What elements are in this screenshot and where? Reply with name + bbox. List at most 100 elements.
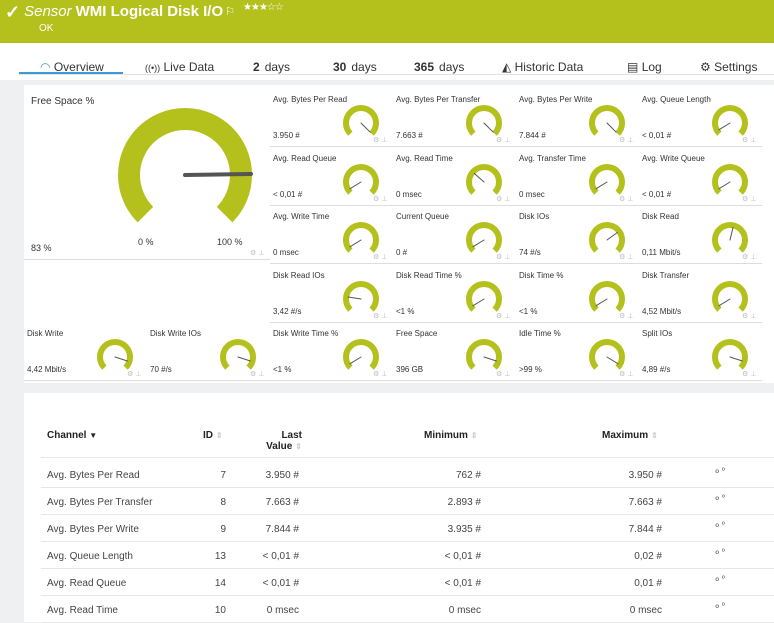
tab-365-days[interactable]: 365 days bbox=[414, 60, 465, 74]
gauge-split-ios[interactable]: Split IOs 4,89 #/s ⚙ ⊥ bbox=[639, 323, 762, 381]
gear-pin-icon[interactable]: ⚙ ⊥ bbox=[496, 254, 511, 261]
gauge-arc bbox=[343, 222, 379, 253]
gauge-current-queue[interactable]: Current Queue 0 # ⚙ ⊥ bbox=[393, 206, 516, 264]
gear-pin-icon[interactable]: ⚙ ⊥ bbox=[742, 195, 757, 203]
gauge-disk-ios[interactable]: Disk IOs 74 #/s ⚙ ⊥ bbox=[516, 206, 639, 264]
gauge-arc bbox=[343, 105, 379, 136]
cell-channel[interactable]: Avg. Read Time bbox=[47, 605, 118, 616]
cell-last-value: 7.844 # bbox=[265, 524, 299, 535]
gauge-avg-read-queue[interactable]: Avg. Read Queue < 0,01 # ⚙ ⊥ bbox=[270, 148, 393, 206]
gauge-avg-queue-length[interactable]: Avg. Queue Length < 0,01 # ⚙ ⊥ bbox=[639, 89, 762, 147]
table-row[interactable]: Avg. Queue Length 13 < 0,01 # < 0,01 # 0… bbox=[41, 542, 774, 569]
gauge-disk-write[interactable]: Disk Write 4,42 Mbit/s ⚙ ⊥ bbox=[24, 323, 147, 381]
cell-channel[interactable]: Avg. Queue Length bbox=[47, 551, 133, 562]
cell-id: 10 bbox=[214, 605, 226, 616]
gear-pin-icon[interactable]: ⚙ ⊥ bbox=[496, 371, 511, 378]
gear-pin-icon[interactable]: ⚙ ⊥ bbox=[619, 137, 634, 144]
gauge-dial bbox=[466, 163, 502, 195]
tab-live-data[interactable]: ((•)) Live Data bbox=[145, 60, 215, 74]
gauge-dial bbox=[343, 339, 379, 370]
channel-settings-icon[interactable]: ⚬° bbox=[713, 548, 726, 559]
table-row[interactable]: Avg. Bytes Per Transfer 8 7.663 # 2.893 … bbox=[41, 488, 774, 515]
gauge-disk-read-ios[interactable]: Disk Read IOs 3,42 #/s ⚙ ⊥ bbox=[270, 265, 393, 323]
gear-pin-icon[interactable]: ⚙ ⊥ bbox=[742, 254, 757, 261]
gauge-needle bbox=[595, 298, 608, 306]
tab-historic-data[interactable]: ◭ Historic Data bbox=[502, 60, 584, 74]
gauge-disk-write-time[interactable]: Disk Write Time % <1 % ⚙ ⊥ bbox=[270, 323, 393, 381]
gauge-avg-bytes-per-transfer[interactable]: Avg. Bytes Per Transfer 7.663 # ⚙ ⊥ bbox=[393, 89, 516, 147]
gauge-free-space[interactable]: Free Space 396 GB ⚙ ⊥ bbox=[393, 323, 516, 381]
gauge-label: Avg. Write Queue bbox=[642, 153, 705, 163]
gauge-avg-read-time[interactable]: Avg. Read Time 0 msec ⚙ ⊥ bbox=[393, 148, 516, 206]
table-row[interactable]: Avg. Read Time 10 0 msec 0 msec 0 msec ⚬… bbox=[41, 596, 774, 623]
gear-pin-icon[interactable]: ⚙ ⊥ bbox=[250, 371, 265, 378]
col-maximum[interactable]: Maximum ⇕ bbox=[602, 430, 658, 441]
gear-pin-icon[interactable]: ⚙ ⊥ bbox=[619, 371, 634, 378]
gear-pin-icon[interactable]: ⚙ ⊥ bbox=[496, 195, 511, 203]
cell-id: 7 bbox=[220, 470, 226, 481]
gauge-label: Disk Read bbox=[642, 212, 679, 221]
gauge-idle-time[interactable]: Idle Time % >99 % ⚙ ⊥ bbox=[516, 323, 639, 381]
gauge-arc bbox=[589, 163, 625, 195]
cell-channel[interactable]: Avg. Read Queue bbox=[47, 578, 127, 589]
gear-pin-icon[interactable]: ⚙ ⊥ bbox=[742, 137, 757, 144]
gear-pin-icon[interactable]: ⚙ ⊥ bbox=[619, 312, 634, 320]
gear-pin-icon[interactable]: ⚙ ⊥ bbox=[373, 254, 388, 261]
gauge-avg-transfer-time[interactable]: Avg. Transfer Time 0 msec ⚙ ⊥ bbox=[516, 148, 639, 206]
gauge-disk-write-ios[interactable]: Disk Write IOs 70 #/s ⚙ ⊥ bbox=[147, 323, 270, 381]
cell-channel[interactable]: Avg. Bytes Per Write bbox=[47, 524, 139, 535]
cell-channel[interactable]: Avg. Bytes Per Transfer bbox=[47, 497, 153, 508]
gauge-avg-write-time[interactable]: Avg. Write Time 0 msec ⚙ ⊥ bbox=[270, 206, 393, 264]
gauge-needle bbox=[483, 122, 494, 133]
gauge-needle bbox=[349, 181, 362, 189]
channel-settings-icon[interactable]: ⚬° bbox=[713, 575, 726, 586]
priority-stars[interactable]: ★★★☆☆ bbox=[243, 2, 284, 13]
gear-pin-icon[interactable]: ⚙ ⊥ bbox=[742, 312, 757, 320]
gauge-disk-transfer[interactable]: Disk Transfer 4,52 Mbit/s ⚙ ⊥ bbox=[639, 265, 762, 323]
gauge-avg-bytes-per-read[interactable]: Avg. Bytes Per Read 3.950 # ⚙ ⊥ bbox=[270, 89, 393, 147]
tab-30-days[interactable]: 30 days bbox=[333, 60, 377, 74]
col-last-value[interactable]: Last Value ⇕ bbox=[266, 430, 302, 452]
gear-pin-icon[interactable]: ⚙ ⊥ bbox=[619, 254, 634, 261]
tab-overview[interactable]: ◠ Overview bbox=[40, 60, 104, 74]
gauge-value: < 0,01 # bbox=[642, 131, 672, 140]
table-row[interactable]: Avg. Bytes Per Write 9 7.844 # 3.935 # 7… bbox=[41, 515, 774, 542]
tab-settings[interactable]: ⚙ Settings bbox=[700, 60, 758, 74]
channel-settings-icon[interactable]: ⚬° bbox=[713, 521, 726, 532]
gauge-needle bbox=[718, 181, 731, 189]
channel-settings-icon[interactable]: ⚬° bbox=[713, 602, 726, 613]
gauge-value: 396 GB bbox=[396, 365, 424, 374]
gauge-arc bbox=[466, 163, 502, 195]
gear-pin-icon[interactable]: ⚙ ⊥ bbox=[373, 195, 388, 203]
col-minimum[interactable]: Minimum ⇕ bbox=[424, 430, 478, 441]
gear-pin-icon[interactable]: ⚙ ⊥ bbox=[373, 312, 388, 320]
gear-pin-icon[interactable]: ⚙ ⊥ bbox=[496, 312, 511, 320]
flag-icon[interactable]: ⚐ bbox=[225, 6, 236, 18]
gear-pin-icon[interactable]: ⚙ ⊥ bbox=[742, 371, 757, 378]
gauge-disk-time[interactable]: Disk Time % <1 % ⚙ ⊥ bbox=[516, 265, 639, 323]
channel-settings-icon[interactable]: ⚬° bbox=[713, 494, 726, 505]
table-row[interactable]: Avg. Read Queue 14 < 0,01 # < 0,01 # 0,0… bbox=[41, 569, 774, 596]
gear-pin-icon[interactable]: ⚙ ⊥ bbox=[250, 250, 265, 257]
table-row[interactable]: Avg. Bytes Per Read 7 3.950 # 762 # 3.95… bbox=[41, 461, 774, 488]
channel-settings-icon[interactable]: ⚬° bbox=[713, 467, 726, 478]
tab-2-days[interactable]: 2 days bbox=[253, 60, 291, 74]
gauge-free-space-percent[interactable]: Free Space % 83 % 0 % 100 % ⚙ ⊥ bbox=[24, 85, 270, 260]
col-channel[interactable]: Channel ▼ bbox=[47, 430, 98, 441]
sensor-header: ✓ Sensor WMI Logical Disk I/O ⚐ ★★★☆☆ OK bbox=[0, 0, 774, 43]
cell-channel[interactable]: Avg. Bytes Per Read bbox=[47, 470, 140, 481]
cell-maximum: 3.950 # bbox=[628, 470, 662, 481]
gauge-disk-read[interactable]: Disk Read 0,11 Mbit/s ⚙ ⊥ bbox=[639, 206, 762, 264]
gauge-disk-read-time[interactable]: Disk Read Time % <1 % ⚙ ⊥ bbox=[393, 265, 516, 323]
gear-pin-icon[interactable]: ⚙ ⊥ bbox=[496, 137, 511, 144]
gauge-avg-bytes-per-write[interactable]: Avg. Bytes Per Write 7.844 # ⚙ ⊥ bbox=[516, 89, 639, 147]
cell-id: 8 bbox=[220, 497, 226, 508]
col-id[interactable]: ID ⇕ bbox=[203, 430, 223, 441]
tab-log[interactable]: ▤ Log bbox=[627, 60, 662, 74]
gear-pin-icon[interactable]: ⚙ ⊥ bbox=[127, 371, 142, 378]
gauge-avg-write-queue[interactable]: Avg. Write Queue < 0,01 # ⚙ ⊥ bbox=[639, 148, 762, 206]
gauge-label: Disk IOs bbox=[519, 212, 550, 221]
gear-pin-icon[interactable]: ⚙ ⊥ bbox=[373, 371, 388, 378]
gear-pin-icon[interactable]: ⚙ ⊥ bbox=[373, 137, 388, 144]
gear-pin-icon[interactable]: ⚙ ⊥ bbox=[619, 195, 634, 203]
